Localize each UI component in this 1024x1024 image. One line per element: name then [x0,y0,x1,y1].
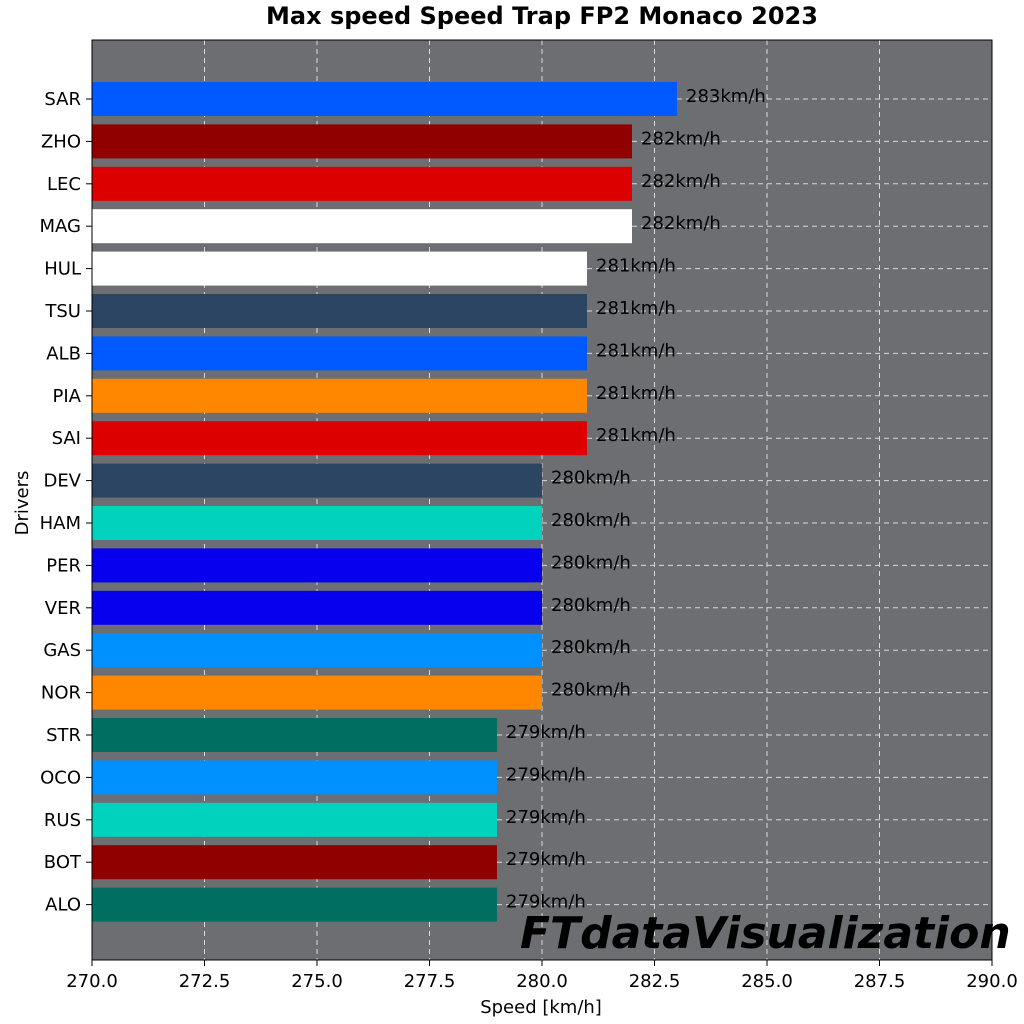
y-tick-label: HAM [40,513,81,534]
data-labels: 283km/h 282km/h 282km/h 282km/h 281km/h 281km… [506,86,766,913]
y-tick-label: MAG [40,216,81,237]
y-tick-label: ALO [45,895,81,916]
y-tick-label: NOR [41,683,81,704]
bar-zho [92,124,632,159]
bar-lec [92,166,632,201]
x-tick-label: 280.0 [516,971,568,992]
bar-hul [92,251,587,286]
bar-mag [92,209,632,244]
data-label: 281km/h [596,340,676,361]
bar-ver [92,590,542,625]
data-label: 279km/h [506,849,586,870]
y-tick-label: SAI [52,428,81,449]
watermark: FTdataVisualization [520,908,1011,959]
y-tick-label: PIA [53,386,82,407]
y-tick-label: PER [46,555,81,576]
bar-nor [92,675,542,710]
data-label: 280km/h [551,637,631,658]
y-tick-label: RUS [44,810,81,831]
data-label: 279km/h [506,764,586,785]
data-label: 283km/h [686,86,766,107]
data-label: 281km/h [596,425,676,446]
data-label: 281km/h [596,256,676,277]
data-label: 279km/h [506,807,586,828]
bar-dev [92,463,542,498]
x-tick-label: 270.0 [66,971,118,992]
x-tick-label: 282.5 [629,971,681,992]
y-tick-label: GAS [43,640,81,661]
x-tick-label: 290.0 [966,971,1018,992]
y-tick-label: TSU [44,301,81,322]
bar-per [92,548,542,583]
bar-ham [92,506,542,540]
chart-title: Max speed Speed Trap FP2 Monaco 2023 [266,2,818,30]
x-tick-label: 272.5 [179,971,231,992]
y-tick-label: BOT [44,852,82,873]
data-label: 282km/h [641,171,721,192]
data-label: 279km/h [506,722,586,743]
y-tick-label: ALB [46,343,81,364]
y-tick-label: OCO [40,767,81,788]
bars [92,82,677,922]
data-label: 281km/h [596,298,676,319]
y-tick-label: LEC [47,174,81,195]
data-label: 280km/h [551,510,631,531]
data-label: 280km/h [551,468,631,489]
data-label: 280km/h [551,552,631,573]
y-tick-label: ZHO [41,131,81,152]
x-tick-label: 275.0 [291,971,343,992]
data-label: 282km/h [641,128,721,149]
y-axis-label: Drivers [12,471,33,536]
bar-rus [92,802,497,837]
x-tick-label: 285.0 [741,971,793,992]
bar-str [92,718,497,752]
bar-alo [92,887,497,922]
bar-sar [92,82,677,116]
plot-frame [91,39,993,961]
y-tick-label: DEV [43,471,81,492]
data-label: 281km/h [596,383,676,404]
x-tick-label: 287.5 [854,971,906,992]
x-tick-label: 277.5 [404,971,456,992]
y-tick-label: SAR [44,89,81,110]
bar-sai [92,421,587,456]
y-tick-label: HUL [44,259,81,280]
bar-bot [92,845,497,880]
bar-oco [92,760,497,795]
data-label: 280km/h [551,595,631,616]
bar-alb [92,336,587,371]
y-tick-labels: SAR ZHO LEC MAG HUL TSU ALB PIA SAI DEV HAM PER VER G… [40,89,92,916]
x-axis-label: Speed [km/h] [480,997,602,1018]
x-tick-labels: 270.0 272.5 275.0 277.5 280.0 282.5 285.0 287.5… [66,960,1018,992]
bar-pia [92,378,587,413]
data-label: 279km/h [506,892,586,913]
bar-gas [92,633,542,668]
y-tick-label: VER [45,598,81,619]
y-tick-label: STR [46,725,81,746]
data-label: 282km/h [641,213,721,234]
bar-tsu [92,294,587,328]
data-label: 280km/h [551,680,631,701]
